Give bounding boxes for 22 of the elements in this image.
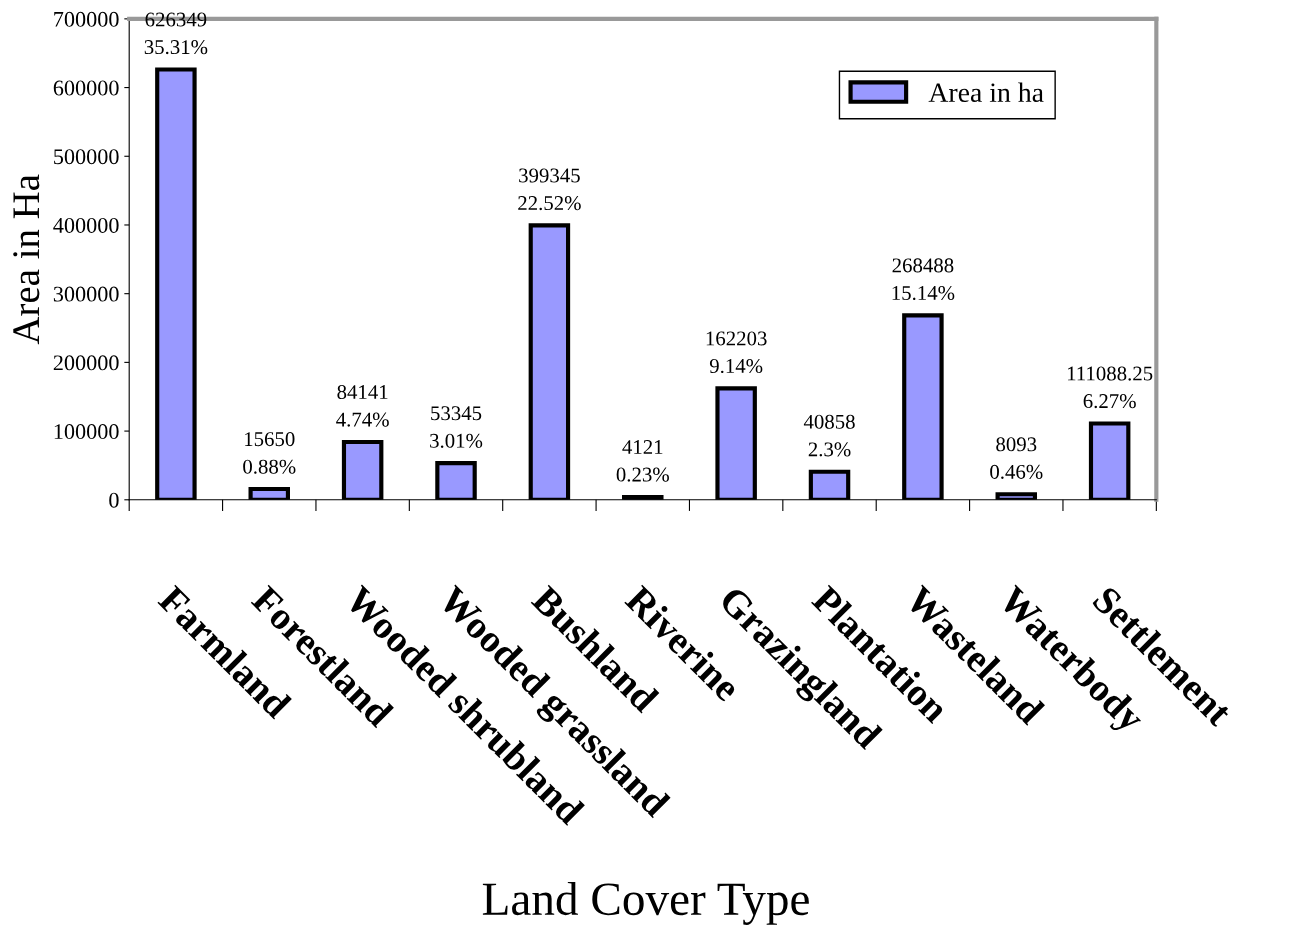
data-label: 8093 0.46% xyxy=(990,437,1043,479)
data-label: 399345 22.52% xyxy=(518,168,581,211)
y-tick-label: 400000 xyxy=(53,217,119,233)
data-label: 84141 4.74% xyxy=(336,385,389,427)
data-label: 162203 9.14% xyxy=(706,331,767,374)
x-axis-title: Land Cover Type xyxy=(482,881,809,925)
y-tick-label: 300000 xyxy=(53,286,119,302)
y-tick-label: 500000 xyxy=(54,149,119,165)
data-label: 15650 0.88% xyxy=(243,432,296,474)
y-tick-label: 100000 xyxy=(54,424,119,440)
y-tick-label: 0 xyxy=(109,492,119,508)
y-tick-label: 200000 xyxy=(53,355,119,371)
data-label: 40858 2.3% xyxy=(803,414,855,457)
data-label: 4121 0.23% xyxy=(616,440,669,482)
data-label: 53345 3.01% xyxy=(430,406,483,448)
data-label: 626349 35.31% xyxy=(144,12,208,55)
y-axis-title: Area in Ha xyxy=(13,174,40,345)
y-tick-label: 600000 xyxy=(53,80,119,96)
legend-label: Area in ha xyxy=(928,82,1044,103)
data-label: 268488 15.14% xyxy=(892,258,955,301)
data-label: 111088.25 6.27% xyxy=(1067,366,1153,409)
y-tick-label: 700000 xyxy=(54,11,119,27)
